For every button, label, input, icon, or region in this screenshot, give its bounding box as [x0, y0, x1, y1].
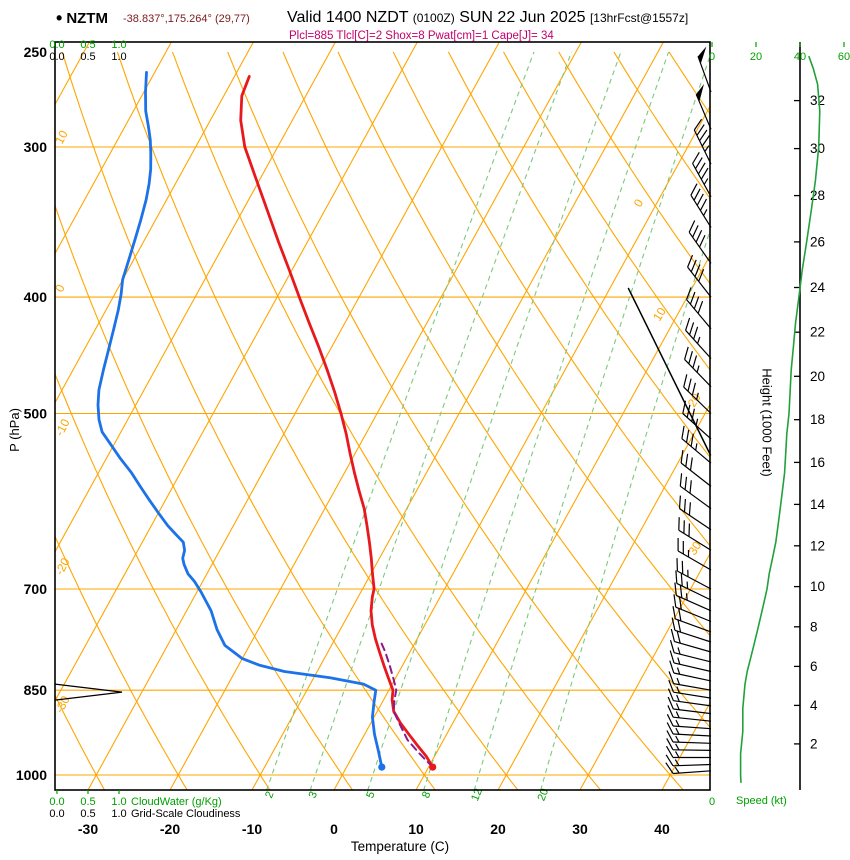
dry-adiabat-label: 10 — [52, 128, 71, 147]
temperature-axis-title: Temperature (C) — [350, 839, 450, 854]
temperature-tick-label: 30 — [572, 821, 588, 837]
height-tick-label: 16 — [810, 455, 825, 470]
wind-speed-profile — [739, 55, 821, 783]
markers — [54, 287, 712, 701]
cloudiness-legend: Grid-Scale Cloudiness — [131, 808, 241, 820]
valid-time-title: Valid 1400 NZDT (0100Z) SUN 22 Jun 2025 … — [287, 9, 688, 27]
pressure-tick-label: 850 — [24, 682, 48, 698]
temperature-tick-label: 40 — [654, 821, 670, 837]
pressure-tick-label: 400 — [24, 289, 48, 305]
height-tick-label: 4 — [810, 698, 818, 713]
freezing-level-marker — [54, 683, 123, 701]
height-tick-label: 6 — [810, 659, 818, 674]
forecast-tag: [13hrFcst@1557z] — [589, 11, 689, 25]
height-tick-label: 8 — [810, 619, 818, 634]
height-tick-label: 18 — [810, 412, 825, 427]
surface-temperature-dot — [429, 763, 437, 771]
pressure-tick-label: 300 — [24, 139, 48, 155]
cloudwater-scale-tick: 0.5 — [80, 39, 95, 51]
station-name: NZTM — [66, 10, 108, 27]
height-axis — [794, 42, 801, 790]
height-tick-label: 26 — [810, 234, 825, 249]
cloudwater-legend: CloudWater (g/Kg) — [131, 796, 222, 808]
temperature-tick-label: 20 — [490, 821, 506, 837]
parcel-ascent-curve — [379, 641, 434, 769]
mixing-ratio-label: 5 — [364, 790, 377, 800]
speed-scale-tick: 40 — [794, 51, 806, 63]
isotherm-label: 20 — [685, 391, 704, 410]
temperature-tick-label: -30 — [78, 821, 98, 837]
dewpoint-curve — [96, 71, 384, 769]
mixing-ratio-label: 2 — [263, 790, 276, 800]
cloudwater-scale-tick: 0.5 — [80, 796, 95, 808]
cloudwater-scale-tick: 0.0 — [49, 796, 64, 808]
cloudwater-scale-tick: 0.0 — [49, 39, 64, 51]
cloudiness-scale-tick: 1.0 — [111, 808, 126, 820]
mixing-ratio-label: 8 — [420, 790, 433, 800]
cloudiness-scale-tick: 0.0 — [49, 808, 64, 820]
surface-dewpoint-dot — [378, 763, 386, 771]
temperature-tick-label: 10 — [408, 821, 424, 837]
isotherm-label: 0 — [631, 196, 647, 209]
height-tick-label: 12 — [810, 538, 825, 553]
cloudiness-scale-tick: 0.5 — [80, 808, 95, 820]
height-tick-label: 32 — [810, 93, 825, 108]
pressure-tick-label: 1000 — [16, 767, 47, 783]
height-tick-label: 10 — [810, 579, 825, 594]
skewt-grid — [55, 42, 710, 790]
height-tick-label: 2 — [810, 736, 818, 751]
mixing-ratio-label: 20 — [536, 787, 552, 803]
speed-scale-zero: 0 — [709, 796, 715, 808]
height-axis-title: Height (1000 Feet) — [759, 368, 775, 477]
temperature-tick-label: 0 — [330, 821, 338, 837]
speed-scale-tick: 60 — [838, 51, 850, 63]
temperature-tick-label: -10 — [242, 821, 262, 837]
plot-frame — [54, 41, 711, 791]
valid-date: SUN 22 Jun 2025 — [459, 9, 586, 26]
height-tick-label: 24 — [810, 280, 826, 295]
speed-scale-tick: 20 — [750, 51, 762, 63]
temperature-curve — [239, 75, 435, 769]
height-tick-label: 14 — [810, 497, 826, 512]
mixing-ratio-label: 3 — [307, 790, 320, 800]
temperature-tick-label: -20 — [160, 821, 180, 837]
upper-right-boundary-line — [627, 287, 712, 456]
profiles — [96, 71, 437, 771]
cloudiness-scale-tick: 1.0 — [111, 51, 126, 63]
speed-scale: 0 20 40 60 0 — [709, 42, 850, 808]
cloudiness-scale-tick: 0.0 — [49, 51, 64, 63]
station-coords: -38.837°,175.264° (29,77) — [123, 13, 250, 25]
cloudiness-scale-tick: 0.5 — [80, 51, 95, 63]
isotherm-label: 10 — [650, 305, 669, 324]
height-tick-label: 30 — [810, 141, 825, 156]
wind-barbs — [665, 46, 712, 775]
cloud-scales: 0.00.00.00.00.50.50.50.51.01.01.01.0 — [49, 39, 126, 820]
valid-prefix: Valid 1400 NZDT — [287, 9, 409, 26]
speed-axis-title: Speed (kt) — [736, 795, 787, 807]
station-label: • NZTM — [56, 8, 108, 29]
pressure-tick-label: 250 — [24, 44, 48, 60]
speed-curve — [739, 55, 821, 783]
pressure-axis-title: P (hPa) — [7, 408, 22, 452]
mixing-ratio-label: 12 — [469, 787, 485, 803]
speed-scale-tick: 0 — [709, 51, 715, 63]
cloudwater-scale-tick: 1.0 — [111, 796, 126, 808]
height-tick-label: 20 — [810, 369, 825, 384]
valid-zulu: (0100Z) — [412, 11, 455, 25]
stability-indices: Plcl=885 Tlcl[C]=2 Shox=8 Pwat[cm]=1 Cap… — [289, 30, 554, 42]
pressure-tick-label: 500 — [24, 406, 48, 422]
height-tick-label: 22 — [810, 325, 825, 340]
pressure-tick-label: 700 — [24, 581, 48, 597]
station-bullet: • — [56, 8, 63, 28]
cloudwater-scale-tick: 1.0 — [111, 39, 126, 51]
